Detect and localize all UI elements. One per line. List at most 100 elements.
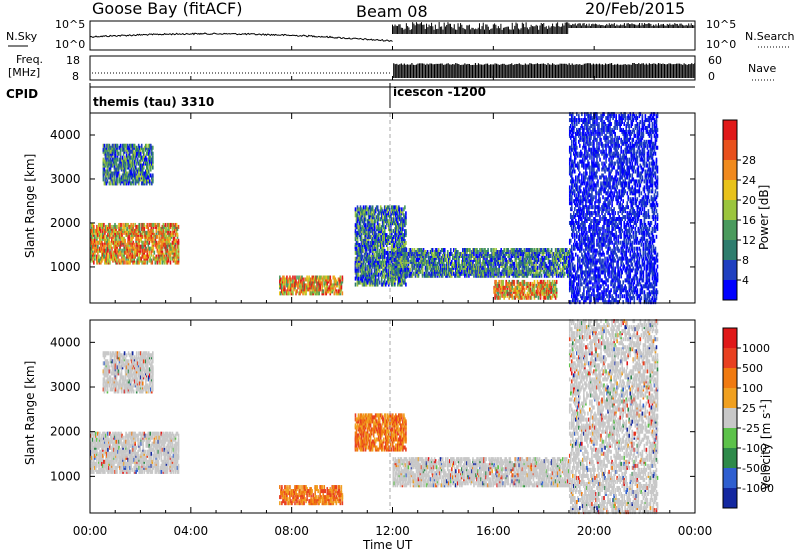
echo-cell <box>97 245 99 249</box>
echo-cell <box>444 248 446 252</box>
echo-cell <box>296 289 298 293</box>
echo-cell <box>511 294 513 298</box>
echo-cell <box>104 144 106 148</box>
echo-cell <box>377 249 379 253</box>
echo-cell <box>337 281 339 285</box>
echo-cell <box>362 255 364 259</box>
echo-cell <box>140 152 142 156</box>
freq-unit: [MHz] <box>8 66 40 79</box>
echo-cell <box>404 274 406 278</box>
echo-cell <box>466 274 468 278</box>
echo-cell <box>499 296 501 300</box>
echo-cell <box>363 205 365 209</box>
echo-cell <box>292 291 294 295</box>
echo-cell <box>154 251 156 255</box>
echo-cell <box>529 252 531 256</box>
freq-label: Freq. <box>16 53 43 66</box>
echo-cell <box>393 217 395 221</box>
echo-cell <box>374 253 376 257</box>
echo-cell <box>153 229 155 233</box>
echo-cell <box>378 277 380 281</box>
echo-cell <box>495 280 497 284</box>
echo-cell <box>401 274 403 278</box>
echo-cell <box>538 258 540 262</box>
echo-cell <box>163 229 165 233</box>
echo-cell <box>386 269 388 273</box>
echo-cell <box>530 282 532 286</box>
echo-cell <box>514 262 516 266</box>
echo-cell <box>524 288 526 292</box>
echo-cell <box>318 291 320 295</box>
echo-cell <box>160 261 162 265</box>
echo-cell <box>552 274 554 278</box>
echo-cell <box>362 279 364 283</box>
echo-cell <box>566 256 568 260</box>
echo-cell <box>372 219 374 223</box>
echo-cell <box>137 158 139 162</box>
echo-cell <box>450 248 452 252</box>
echo-cell <box>557 262 559 266</box>
echo-cell <box>290 277 292 281</box>
echo-cell <box>148 241 150 245</box>
echo-cell <box>445 254 447 258</box>
echo-cell <box>109 261 111 265</box>
echo-cell <box>109 241 111 245</box>
echo-cell <box>94 235 96 239</box>
echo-cell <box>420 270 422 274</box>
echo-cell <box>566 260 568 264</box>
nsky-tick-top: 10^5 <box>55 18 85 31</box>
echo-cell <box>98 255 100 259</box>
beam-title: Beam 08 <box>356 2 428 21</box>
echo-cell <box>117 255 119 259</box>
echo-cell <box>564 252 566 256</box>
echo-cell <box>375 219 377 223</box>
echo-cell <box>360 223 362 227</box>
echo-cell <box>322 289 324 293</box>
echo-cell <box>444 264 446 268</box>
echo-cell <box>405 241 407 245</box>
echo-cell <box>133 179 135 183</box>
echo-cell <box>138 223 140 227</box>
echo-cell <box>503 248 505 252</box>
echo-cell <box>372 205 374 209</box>
echo-cell <box>405 283 407 287</box>
echo-cell <box>146 223 148 227</box>
echo-cell <box>152 261 154 265</box>
echo-cell <box>131 168 133 172</box>
echo-cell <box>548 248 550 252</box>
echo-cell <box>559 264 561 268</box>
echo-cell <box>365 223 367 227</box>
echo-cell <box>358 269 360 273</box>
echo-cell <box>122 156 124 160</box>
echo-cell <box>109 223 111 227</box>
echo-cell <box>93 261 95 265</box>
echo-cell <box>292 276 294 280</box>
echo-cell <box>498 280 500 284</box>
echo-cell <box>504 294 506 298</box>
echo-cell <box>412 248 414 252</box>
echo-cell <box>378 273 380 277</box>
echo-cell <box>170 261 172 265</box>
echo-cell <box>146 158 148 162</box>
echo-cell <box>159 223 161 227</box>
echo-cell <box>406 248 408 252</box>
echo-cell <box>123 261 125 265</box>
nsearch-tick-top: 10^5 <box>706 18 736 31</box>
echo-cell <box>294 276 296 280</box>
echo-cell <box>404 258 406 262</box>
echo-cell <box>120 144 122 148</box>
echo-cell <box>115 154 117 158</box>
echo-cell <box>176 249 178 253</box>
nave-label: Nave <box>748 62 776 75</box>
echo-cell <box>133 243 135 247</box>
echo-cell <box>152 166 154 170</box>
nave-tick-top: 60 <box>708 54 722 67</box>
echo-cell <box>403 254 405 258</box>
echo-cell <box>490 248 492 252</box>
station-title: Goose Bay (fitACF) <box>92 0 242 18</box>
echo-cell <box>516 260 518 264</box>
echo-cell <box>531 296 533 300</box>
echo-cell <box>152 156 154 160</box>
echo-cell <box>564 272 566 276</box>
echo-cell <box>432 248 434 252</box>
